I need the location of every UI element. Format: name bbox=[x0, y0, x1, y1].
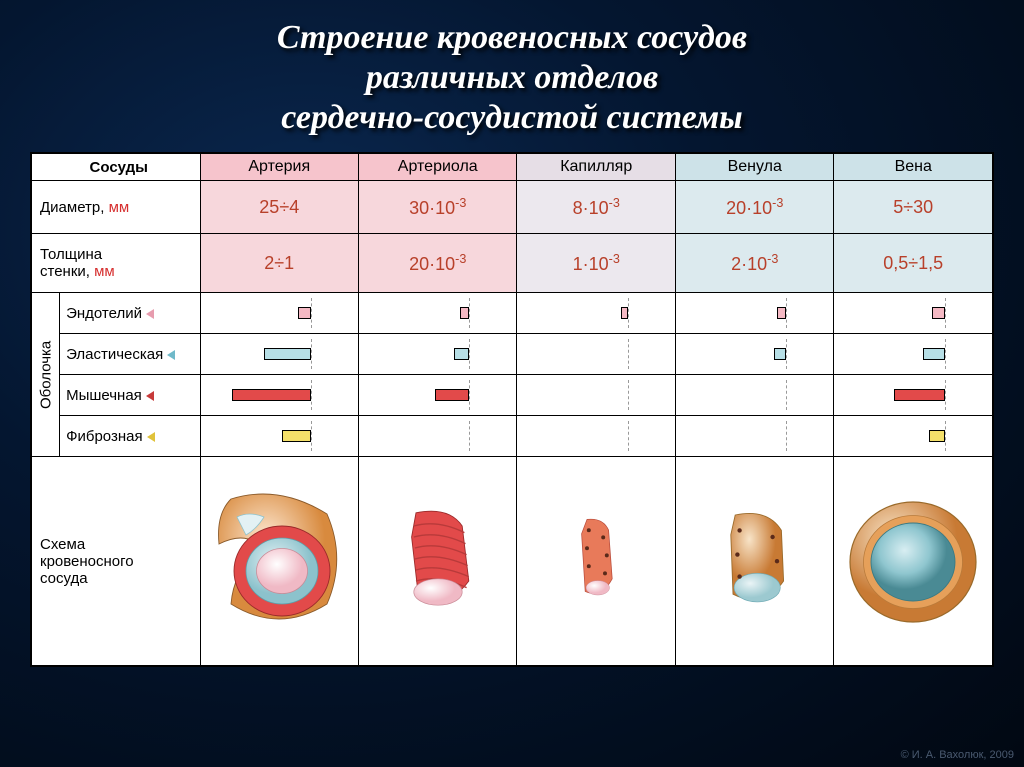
triangle-icon bbox=[146, 391, 154, 401]
bar-cell bbox=[200, 375, 358, 416]
bar-cell bbox=[359, 334, 517, 375]
thickness-artery: 2÷1 bbox=[200, 234, 358, 293]
layer-label-3: Фиброзная bbox=[60, 416, 200, 457]
scheme-label: Схема кровеносного сосуда bbox=[32, 457, 201, 666]
header-artery: Артерия bbox=[200, 154, 358, 181]
scheme-row: Схема кровеносного сосуда bbox=[32, 457, 993, 666]
diameter-label: Диаметр, мм bbox=[32, 181, 201, 234]
triangle-icon bbox=[147, 432, 155, 442]
thickness-capillary: 1·10-3 bbox=[517, 234, 675, 293]
header-row: Сосуды Артерия Артериола Капилляр Венула… bbox=[32, 154, 993, 181]
shell-label: Оболочка bbox=[32, 293, 60, 457]
page-title: Строение кровеносных сосудов различных о… bbox=[30, 18, 994, 138]
bar-cell bbox=[834, 375, 993, 416]
bar-cell bbox=[359, 416, 517, 457]
header-arteriole: Артериола bbox=[359, 154, 517, 181]
bar-cell bbox=[200, 416, 358, 457]
thickness-label: Толщина стенки, мм bbox=[32, 234, 201, 293]
vessel-svg-vein bbox=[834, 457, 993, 666]
diameter-row: Диаметр, мм 25÷4 30·10-3 8·10-3 20·10-3 … bbox=[32, 181, 993, 234]
header-capillary: Капилляр bbox=[517, 154, 675, 181]
layer-row-muscular: Мышечная bbox=[32, 375, 993, 416]
bar-cell bbox=[675, 375, 833, 416]
bar-cell bbox=[517, 293, 675, 334]
vessel-svg-artery bbox=[200, 457, 358, 666]
copyright: © И. А. Вахолюк, 2009 bbox=[901, 749, 1014, 761]
layer-label-2: Мышечная bbox=[60, 375, 200, 416]
layer-row-endothelium: Оболочка Эндотелий bbox=[32, 293, 993, 334]
title-line-1: Строение кровеносных сосудов bbox=[277, 19, 747, 56]
bar-cell bbox=[200, 293, 358, 334]
bar-cell bbox=[200, 334, 358, 375]
bar-cell bbox=[675, 334, 833, 375]
thickness-venule: 2·10-3 bbox=[675, 234, 833, 293]
vessel-svg-capillary bbox=[517, 457, 675, 666]
vessel-svg-arteriole bbox=[359, 457, 517, 666]
bar-cell bbox=[834, 416, 993, 457]
thickness-vein: 0,5÷1,5 bbox=[834, 234, 993, 293]
diameter-venule: 20·10-3 bbox=[675, 181, 833, 234]
vessel-svg-venule bbox=[675, 457, 833, 666]
diameter-capillary: 8·10-3 bbox=[517, 181, 675, 234]
title-line-2: различных отделов bbox=[366, 59, 658, 96]
bar-cell bbox=[834, 334, 993, 375]
bar-cell bbox=[517, 416, 675, 457]
layer-row-fibrous: Фиброзная bbox=[32, 416, 993, 457]
diameter-vein: 5÷30 bbox=[834, 181, 993, 234]
bar-cell bbox=[517, 375, 675, 416]
layer-label-0: Эндотелий bbox=[60, 293, 200, 334]
title-line-3: сердечно-сосудистой системы bbox=[281, 99, 742, 136]
diameter-artery: 25÷4 bbox=[200, 181, 358, 234]
bar-cell bbox=[517, 334, 675, 375]
bar-cell bbox=[675, 293, 833, 334]
triangle-icon bbox=[167, 350, 175, 360]
header-vein: Вена bbox=[834, 154, 993, 181]
header-vessels: Сосуды bbox=[32, 154, 201, 181]
bar-cell bbox=[359, 293, 517, 334]
layer-label-1: Эластическая bbox=[60, 334, 200, 375]
header-venule: Венула bbox=[675, 154, 833, 181]
triangle-icon bbox=[146, 309, 154, 319]
vessel-table: Сосуды Артерия Артериола Капилляр Венула… bbox=[30, 152, 994, 667]
layer-row-elastic: Эластическая bbox=[32, 334, 993, 375]
bar-cell bbox=[834, 293, 993, 334]
bar-cell bbox=[675, 416, 833, 457]
thickness-row: Толщина стенки, мм 2÷1 20·10-3 1·10-3 2·… bbox=[32, 234, 993, 293]
bar-cell bbox=[359, 375, 517, 416]
thickness-arteriole: 20·10-3 bbox=[359, 234, 517, 293]
diameter-arteriole: 30·10-3 bbox=[359, 181, 517, 234]
